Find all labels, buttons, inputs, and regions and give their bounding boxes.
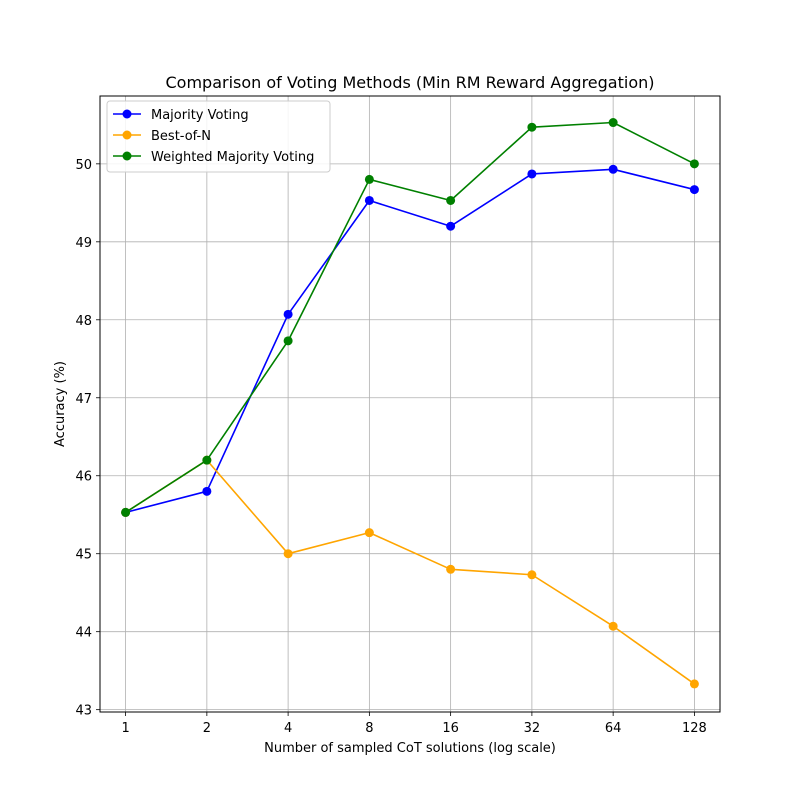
majority-voting-point xyxy=(202,486,212,496)
plot-frame xyxy=(99,95,721,713)
y-tick-label: 47 xyxy=(75,392,92,407)
legend: Majority Voting Best-of-N Weighted Majorit… xyxy=(106,100,331,173)
series-majority-voting xyxy=(121,164,699,517)
y-tick-label: 43 xyxy=(75,704,92,719)
majority-voting-point xyxy=(689,185,699,195)
best-of-n-point xyxy=(364,528,374,538)
majority-voting-line xyxy=(125,168,695,514)
weighted-majority-voting-point xyxy=(689,159,699,169)
weighted-majority-voting-point xyxy=(527,122,537,132)
y-tick-label: 45 xyxy=(75,548,92,563)
legend-swatch-marker xyxy=(122,109,132,119)
best-of-n-point xyxy=(608,621,618,631)
majority-voting-point xyxy=(364,195,374,205)
y-tick-label: 48 xyxy=(75,314,92,329)
y-tick-label: 50 xyxy=(75,158,92,173)
x-tick-label: 64 xyxy=(605,721,622,736)
weighted-majority-voting-point xyxy=(202,455,212,465)
weighted-majority-voting-point xyxy=(364,174,374,184)
best-of-n-point xyxy=(689,679,699,689)
weighted-majority-voting-point xyxy=(283,336,293,346)
y-tick-label: 46 xyxy=(75,470,92,485)
x-tick-label: 1 xyxy=(121,721,129,736)
x-tick-label: 4 xyxy=(284,721,292,736)
legend-item-weighted-majority-voting: Weighted Majority Voting xyxy=(113,150,314,165)
grid xyxy=(100,96,720,712)
legend-label: Majority Voting xyxy=(151,108,249,123)
x-tick-label: 2 xyxy=(203,721,211,736)
best-of-n-line xyxy=(125,459,695,685)
x-axis-label: Number of sampled CoT solutions (log sca… xyxy=(264,741,556,756)
majority-voting-point xyxy=(446,221,456,231)
x-tick-label: 8 xyxy=(365,721,373,736)
weighted-majority-voting-line xyxy=(125,121,695,514)
series-weighted-majority-voting xyxy=(121,118,699,517)
series-layer xyxy=(121,118,699,689)
legend-item-majority-voting: Majority Voting xyxy=(113,108,249,123)
legend-swatch-marker xyxy=(122,151,132,161)
majority-voting-point xyxy=(608,164,618,174)
x-tick-label: 16 xyxy=(442,721,459,736)
y-axis-label: Accuracy (%) xyxy=(53,361,68,447)
legend-label: Weighted Majority Voting xyxy=(151,150,314,165)
legend-box xyxy=(106,100,331,173)
best-of-n-point xyxy=(283,549,293,559)
series-best-of-n xyxy=(121,455,699,689)
y-tick-label: 44 xyxy=(75,626,92,641)
majority-voting-point xyxy=(527,169,537,179)
legend-swatch-marker xyxy=(122,130,132,140)
chart-title: Comparison of Voting Methods (Min RM Rew… xyxy=(166,73,655,92)
x-tick-label: 128 xyxy=(682,721,707,736)
legend-label: Best-of-N xyxy=(151,129,211,144)
best-of-n-point xyxy=(446,564,456,574)
majority-voting-point xyxy=(283,309,293,319)
best-of-n-point xyxy=(527,570,537,580)
legend-item-best-of-n: Best-of-N xyxy=(113,129,211,144)
x-tick-label: 32 xyxy=(524,721,541,736)
weighted-majority-voting-point xyxy=(121,507,131,517)
weighted-majority-voting-point xyxy=(608,118,618,128)
weighted-majority-voting-point xyxy=(446,195,456,205)
y-tick-label: 49 xyxy=(75,236,92,251)
